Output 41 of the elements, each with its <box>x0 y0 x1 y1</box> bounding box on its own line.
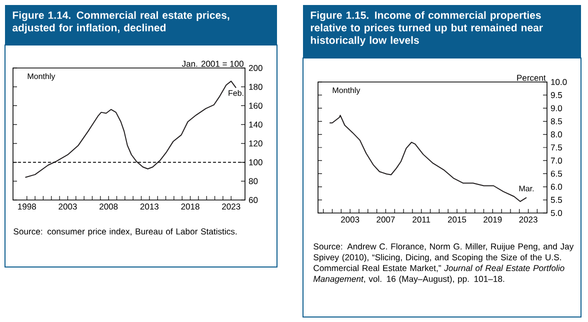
y-tick-label: 10.0 <box>551 79 567 86</box>
y-axis-title: Jan. 2001 = 100 <box>182 60 244 67</box>
chart-title: Figure 1.14. Commercial real estate prices, adjusted for inflation, declined <box>12 11 230 34</box>
x-tick-label: 1998 <box>18 204 36 210</box>
y-tick-label: 9.0 <box>550 105 562 112</box>
y-tick-label: 7.0 <box>550 158 562 164</box>
x-tick-label: 2003 <box>58 204 77 210</box>
y-tick-label: 9.5 <box>550 92 562 98</box>
x-tick-label: 2023 <box>222 204 240 210</box>
y-axis-title: Percent <box>517 74 546 81</box>
annotation: Mar. <box>519 186 534 192</box>
y-tick-label: 6.5 <box>550 170 562 177</box>
y-tick-label: 120 <box>249 140 262 146</box>
annotation: Feb. <box>228 90 244 96</box>
y-tick-label: 5.0 <box>550 210 562 216</box>
x-tick-label: 2011 <box>412 216 430 223</box>
y-tick-label: 140 <box>249 122 262 128</box>
x-tick-label: 2019 <box>484 216 502 223</box>
annotation: Monthly <box>28 73 56 81</box>
annotation: Monthly <box>332 87 360 95</box>
y-tick-label: 160 <box>249 102 262 109</box>
x-tick-label: 2008 <box>100 204 118 210</box>
y-tick-label: 5.5 <box>550 196 562 203</box>
chart-title: Figure 1.15. Income of commercial properties relative to prices turned up but remained near historically low levels <box>310 11 543 46</box>
x-tick-label: 2013 <box>140 204 159 210</box>
y-tick-label: 180 <box>249 84 262 90</box>
y-tick-label: 8.0 <box>550 131 562 138</box>
x-tick-label: 2003 <box>341 216 360 223</box>
x-tick-label: 2015 <box>448 216 466 223</box>
text: Source: Andrew C. Florance, Norm G. Miller, Ruijue Peng, and Jay Spivey (2010), “Slicing, Dicing, and Scoping the Size of the U.S. Commercial Real Estate Market,” Journal of Real Estate Portfolio Management, vol. 16 (May–August), pp. 101–18. <box>313 243 574 284</box>
y-tick-label: 80 <box>248 178 258 184</box>
x-tick-label: 2007 <box>376 216 395 223</box>
y-tick-label: 60 <box>248 197 258 204</box>
source-note: Source: consumer price index, Bureau of Labor Statistics. <box>14 228 237 236</box>
y-tick-label: 6.0 <box>550 184 562 190</box>
y-tick-label: 100 <box>249 159 262 166</box>
x-tick-label: 2023 <box>519 216 538 223</box>
y-tick-label: 7.5 <box>550 144 562 150</box>
y-tick-label: 8.5 <box>550 118 562 124</box>
y-tick-label: 200 <box>248 65 262 72</box>
x-tick-label: 2018 <box>181 204 200 210</box>
